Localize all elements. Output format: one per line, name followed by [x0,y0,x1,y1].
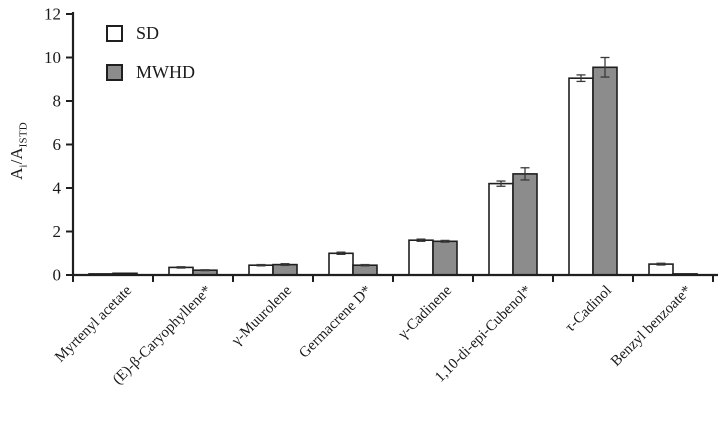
bar-mwhd-4 [432,240,458,276]
bar-mwhd-5 [512,173,538,276]
bar-sd-3 [328,252,354,276]
y-axis-title-sub1: i [17,164,30,168]
legend-swatch-mwhd [106,63,123,81]
y-axis-title-base2: A [7,147,26,160]
y-axis-title-sub2: ISTD [17,122,30,148]
legend-entry-mwhd: MWHD [106,60,195,84]
bar-mwhd-3 [352,264,378,276]
bar-sd-7 [648,263,674,276]
legend: SD MWHD [106,21,195,99]
y-tick-label: 12 [44,5,61,24]
y-axis-title: Ai/AISTD [7,91,31,211]
legend-label-mwhd: MWHD [136,62,195,82]
bar-sd-6 [568,77,594,276]
bar-mwhd-6 [592,66,618,276]
y-tick-label: 4 [53,179,62,198]
y-tick-label: 8 [53,92,62,111]
legend-label-sd: SD [136,23,160,43]
y-tick-label: 0 [53,266,62,285]
y-axis-title-base1: A [7,167,26,180]
y-axis-title-divider: / [7,159,26,165]
bar-sd-2 [248,264,274,276]
bar-mwhd-2 [272,263,298,276]
bar-sd-5 [488,182,514,276]
legend-entry-sd: SD [106,21,195,45]
bar-sd-4 [408,239,434,276]
legend-swatch-sd [106,24,123,42]
y-tick-label: 2 [53,222,62,241]
y-tick-label: 6 [53,135,62,154]
y-tick-label: 10 [44,48,61,67]
